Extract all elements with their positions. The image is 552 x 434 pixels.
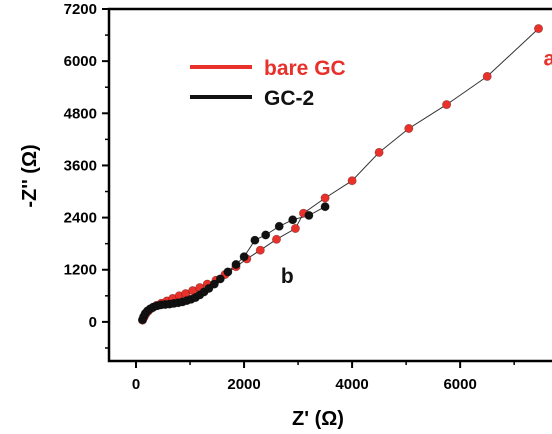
- x-tick-label: 0: [132, 376, 140, 393]
- data-point-bare-gc: [404, 124, 414, 134]
- data-point-bare-gc: [482, 71, 492, 81]
- data-point-bare-gc: [442, 100, 452, 110]
- data-point-gc-2: [288, 215, 298, 225]
- plot-frame: [107, 7, 552, 363]
- x-axis: 02000400060008000: [132, 361, 552, 393]
- data-point-gc-2: [261, 230, 271, 240]
- y-tick-label: 1200: [64, 262, 97, 279]
- data-point-gc-2: [215, 274, 225, 284]
- legend: bare GC GC-2: [190, 57, 346, 110]
- data-point-gc-2: [223, 267, 233, 277]
- annotations: ab: [281, 47, 552, 287]
- data-point-gc-2: [320, 202, 330, 212]
- data-point-gc-2: [304, 210, 314, 220]
- curve-annotation-b: b: [281, 265, 294, 288]
- data-point-gc-2: [250, 235, 260, 245]
- series-points: [138, 24, 543, 325]
- data-point-bare-gc: [347, 176, 357, 186]
- y-tick-label: 3600: [64, 157, 97, 174]
- data-point-gc-2: [231, 259, 241, 269]
- y-tick-label: 4800: [64, 105, 97, 122]
- data-point-bare-gc: [374, 147, 384, 157]
- curve-annotation-a: a: [543, 47, 552, 70]
- legend-label-bare-gc: bare GC: [264, 57, 346, 80]
- x-tick-label: 2000: [227, 376, 260, 393]
- y-tick-label: 7200: [64, 1, 97, 18]
- data-point-bare-gc: [320, 193, 330, 203]
- y-tick-label: 2400: [64, 210, 97, 227]
- y-axis: 0 1200 2400 3600 4800 6000 7200: [64, 1, 109, 349]
- x-axis-title: Z' (Ω): [292, 408, 344, 430]
- data-point-gc-2: [209, 279, 219, 289]
- data-point-bare-gc: [290, 224, 300, 234]
- x-tick-label: 4000: [335, 376, 368, 393]
- y-tick-label: 6000: [64, 53, 97, 70]
- data-point-bare-gc: [255, 245, 265, 255]
- y-axis-title: -Z'' (Ω): [19, 144, 41, 207]
- y-tick-label: 0: [89, 314, 97, 331]
- data-point-bare-gc: [271, 234, 281, 244]
- data-point-gc-2: [239, 252, 249, 262]
- data-point-gc-2: [274, 221, 284, 231]
- x-tick-label: 6000: [443, 376, 476, 393]
- data-point-bare-gc: [533, 24, 543, 34]
- legend-label-gc-2: GC-2: [264, 87, 314, 110]
